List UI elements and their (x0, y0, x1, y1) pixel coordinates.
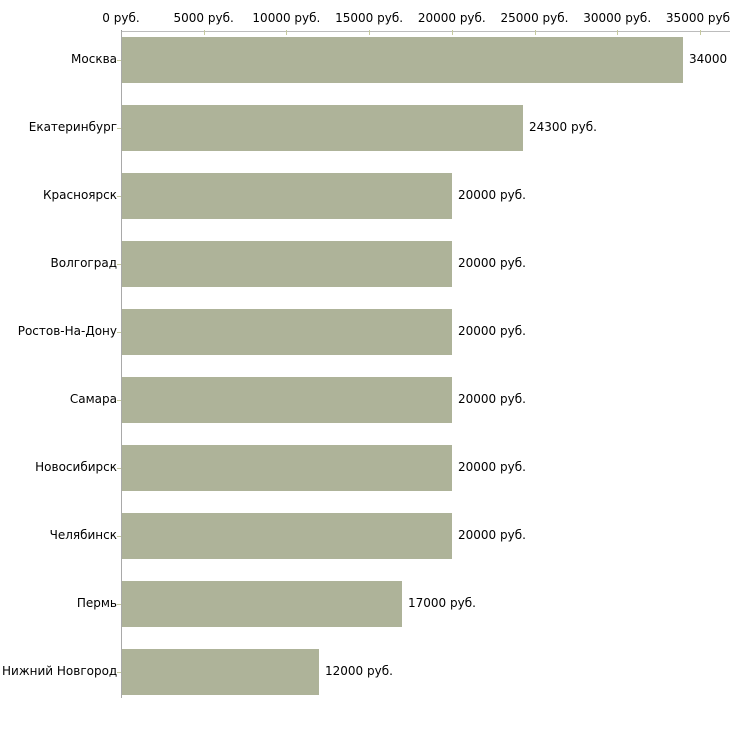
y-tick-mark (117, 128, 121, 129)
x-tick-mark (451, 30, 453, 35)
x-tick-mark (203, 30, 205, 35)
city-label: Челябинск (49, 528, 117, 542)
x-tick-mark (617, 30, 619, 35)
y-axis-line (121, 31, 122, 698)
bar (122, 445, 452, 491)
x-tick-label: 25000 руб. (500, 11, 569, 25)
x-tick-mark (534, 30, 536, 35)
value-label: 20000 руб. (458, 324, 526, 338)
x-tick-label: 30000 руб. (583, 11, 652, 25)
value-label: 20000 руб. (458, 460, 526, 474)
value-label: 12000 руб. (325, 664, 393, 678)
bar (122, 377, 452, 423)
x-tick-label: 15000 руб. (335, 11, 404, 25)
y-tick-mark (117, 536, 121, 537)
city-label: Москва (71, 52, 117, 66)
bar (122, 105, 523, 151)
x-tick-label: 35000 руб. (665, 11, 730, 25)
y-tick-mark (117, 196, 121, 197)
bar (122, 581, 402, 627)
x-tick-label: 5000 руб. (173, 11, 234, 25)
y-tick-mark (117, 264, 121, 265)
y-tick-mark (117, 60, 121, 61)
x-tick-label: 10000 руб. (252, 11, 321, 25)
bar (122, 513, 452, 559)
x-tick-label: 20000 руб. (417, 11, 486, 25)
city-label: Красноярск (43, 188, 117, 202)
city-label: Пермь (76, 596, 117, 610)
value-label: 20000 руб. (458, 528, 526, 542)
y-tick-mark (117, 332, 121, 333)
x-axis-line (121, 31, 730, 32)
city-label: Новосибирск (35, 460, 117, 474)
value-label: 17000 руб. (408, 596, 476, 610)
city-label: Ростов-На-Дону (17, 324, 117, 338)
value-label: 20000 руб. (458, 392, 526, 406)
y-tick-mark (117, 672, 121, 673)
city-label: Нижний Новгород (2, 664, 118, 678)
y-tick-mark (117, 468, 121, 469)
bar (122, 649, 319, 695)
value-label: 24300 руб. (529, 120, 597, 134)
y-tick-mark (117, 604, 121, 605)
value-label: 20000 руб. (458, 188, 526, 202)
bar (122, 37, 683, 83)
city-label: Самара (69, 392, 117, 406)
x-tick-mark (699, 30, 701, 35)
value-label: 20000 руб. (458, 256, 526, 270)
bar (122, 309, 452, 355)
y-tick-mark (117, 400, 121, 401)
bar (122, 241, 452, 287)
city-label: Екатеринбург (28, 120, 117, 134)
x-tick-mark (369, 30, 371, 35)
x-tick-mark (286, 30, 288, 35)
value-label: 34000 руб. (689, 52, 730, 66)
city-label: Волгоград (50, 256, 117, 270)
bar (122, 173, 452, 219)
x-tick-label: 0 руб. (102, 11, 140, 25)
